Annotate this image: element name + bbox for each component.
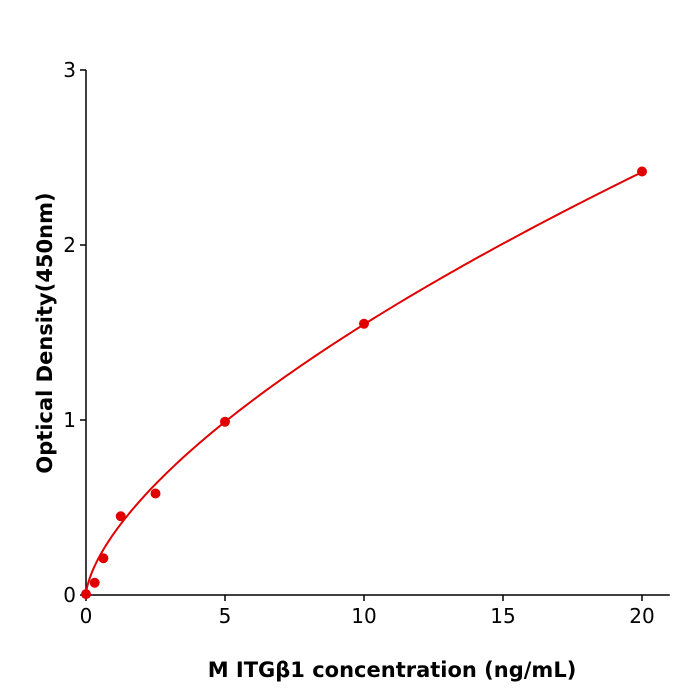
y-tick-label: 2 <box>63 233 76 257</box>
data-point <box>115 511 126 522</box>
data-point <box>359 318 369 329</box>
data-point <box>220 416 230 427</box>
x-tick-label: 5 <box>219 604 232 628</box>
y-axis-label: Optical Density(450nm) <box>33 192 57 473</box>
fit-curve-group <box>85 171 643 596</box>
y-tick-label: 0 <box>63 583 76 607</box>
y-tick-label: 3 <box>63 58 76 82</box>
axes: 0 5 10 15 20 0 1 2 3 <box>63 58 670 628</box>
x-tick-label: 15 <box>490 604 515 628</box>
data-point <box>637 166 647 177</box>
y-tick-label: 1 <box>63 408 76 432</box>
fit-curve <box>85 171 643 596</box>
x-tick-label: 10 <box>351 604 376 628</box>
x-tick-label: 20 <box>629 604 654 628</box>
data-point <box>81 589 91 600</box>
data-point <box>150 488 161 499</box>
x-axis-label: M ITGβ1 concentration (ng/mL) <box>208 658 577 682</box>
data-points <box>81 166 647 600</box>
data-point <box>98 553 109 564</box>
data-point <box>89 577 100 588</box>
x-tick-label: 0 <box>80 604 93 628</box>
